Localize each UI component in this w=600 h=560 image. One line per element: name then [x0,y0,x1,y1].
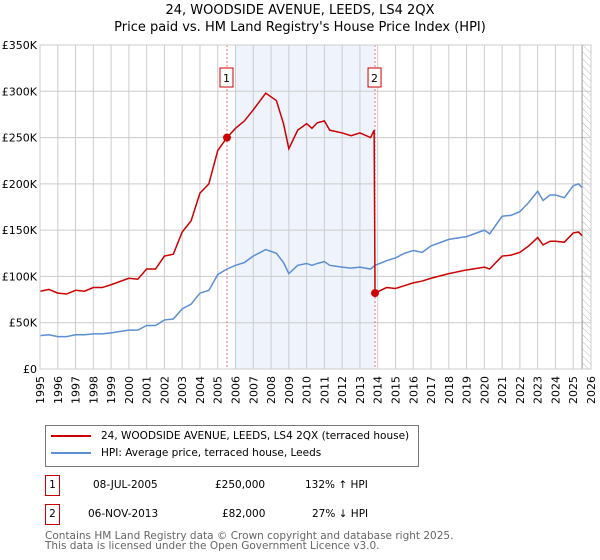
x-tick-label: 2000 [123,376,136,404]
sale-hpi: 132% ↑ HPI [305,479,368,491]
sale-date: 08-JUL-2005 [93,479,158,491]
x-tick-label: 2009 [283,376,296,404]
x-tick-label: 2022 [514,376,527,404]
price-chart: 1995 1996 1997 1998 1999 2000 2001 2002 2003 2004… [2,39,598,404]
sale-row: 1 08-JUL-2005 £250,000 132% ↑ HPI [45,475,465,497]
x-tick-label: 1998 [87,376,100,404]
sale-marker-label: 2 [371,72,378,85]
y-tick-label: £250K [2,132,38,145]
x-tick-label: 2026 [585,376,598,404]
x-tick-label: 2013 [354,376,367,404]
footer-line: Contains HM Land Registry data © Crown c… [45,530,454,542]
x-tick-label: 2010 [301,376,314,404]
legend-label-property: 24, WOODSIDE AVENUE, LEEDS, LS4 2QX (ter… [101,430,410,442]
series-line [39,92,583,295]
sale-date: 06-NOV-2013 [88,508,159,520]
y-tick-label: £350K [2,39,38,52]
x-tick-label: 2025 [567,376,580,404]
sale-badge: 1 [45,475,60,496]
x-tick-label: 2020 [478,376,491,404]
x-tick-label: 2011 [318,376,331,404]
sale-price: £250,000 [215,479,266,491]
sale-point [371,289,380,298]
sale-marker-box [219,67,234,88]
x-tick-label: 2006 [230,376,243,404]
x-tick-label: 1999 [105,376,118,404]
y-tick-label: £0 [23,363,37,376]
footer: Contains HM Land Registry data © Crown c… [45,530,454,552]
x-tick-label: 2017 [425,376,438,404]
x-tick-label: 2003 [176,376,189,404]
footer-line: This data is licensed under the Open Gov… [45,540,380,552]
legend-label-hpi: HPI: Average price, terraced house, Leed… [101,447,322,459]
x-tick-label: 2015 [389,376,402,404]
y-tick-label: £150K [2,224,38,237]
shaded-region [235,45,376,369]
sale-marker-label: 1 [223,72,230,85]
hatched-future-region [582,45,591,369]
sale-price: £82,000 [222,508,266,520]
y-tick-label: £100K [2,270,38,283]
x-tick-label: 2007 [247,376,260,404]
legend-red-line [51,435,91,437]
sale-badge: 2 [45,504,60,525]
x-tick-label: 2021 [496,376,509,404]
x-tick-label: 2002 [158,376,171,404]
legend: 24, WOODSIDE AVENUE, LEEDS, LS4 2QX (ter… [45,425,419,467]
x-tick-label: 2014 [372,376,385,404]
sale-hpi: 27% ↓ HPI [312,508,369,520]
sale-point [222,133,231,142]
series-line [39,182,583,338]
x-tick-label: 2008 [265,376,278,404]
y-tick-label: £50K [9,317,38,330]
x-tick-label: 2024 [549,376,562,404]
x-tick-label: 1997 [70,376,83,404]
y-tick-label: £200K [2,178,38,191]
x-tick-label: 2016 [407,376,420,404]
legend-blue-line [51,452,91,454]
x-tick-label: 2004 [194,376,207,404]
x-tick-label: 2005 [212,376,225,404]
plot-border [39,44,592,370]
x-tick-label: 2012 [336,376,349,404]
chart-title: 24, WOODSIDE AVENUE, LEEDS, LS4 2QX [165,3,435,18]
sale-marker-box [367,67,382,88]
sale-row: 2 06-NOV-2013 £82,000 27% ↓ HPI [45,504,465,526]
x-tick-label: 2019 [461,376,474,404]
x-tick-label: 2001 [141,376,154,404]
x-tick-label: 1996 [52,376,65,404]
y-tick-label: £300K [2,85,38,98]
x-tick-label: 2018 [443,376,456,404]
x-tick-label: 1995 [34,376,47,404]
chart-subtitle: Price paid vs. HM Land Registry's House … [114,20,486,35]
x-tick-label: 2023 [532,376,545,404]
